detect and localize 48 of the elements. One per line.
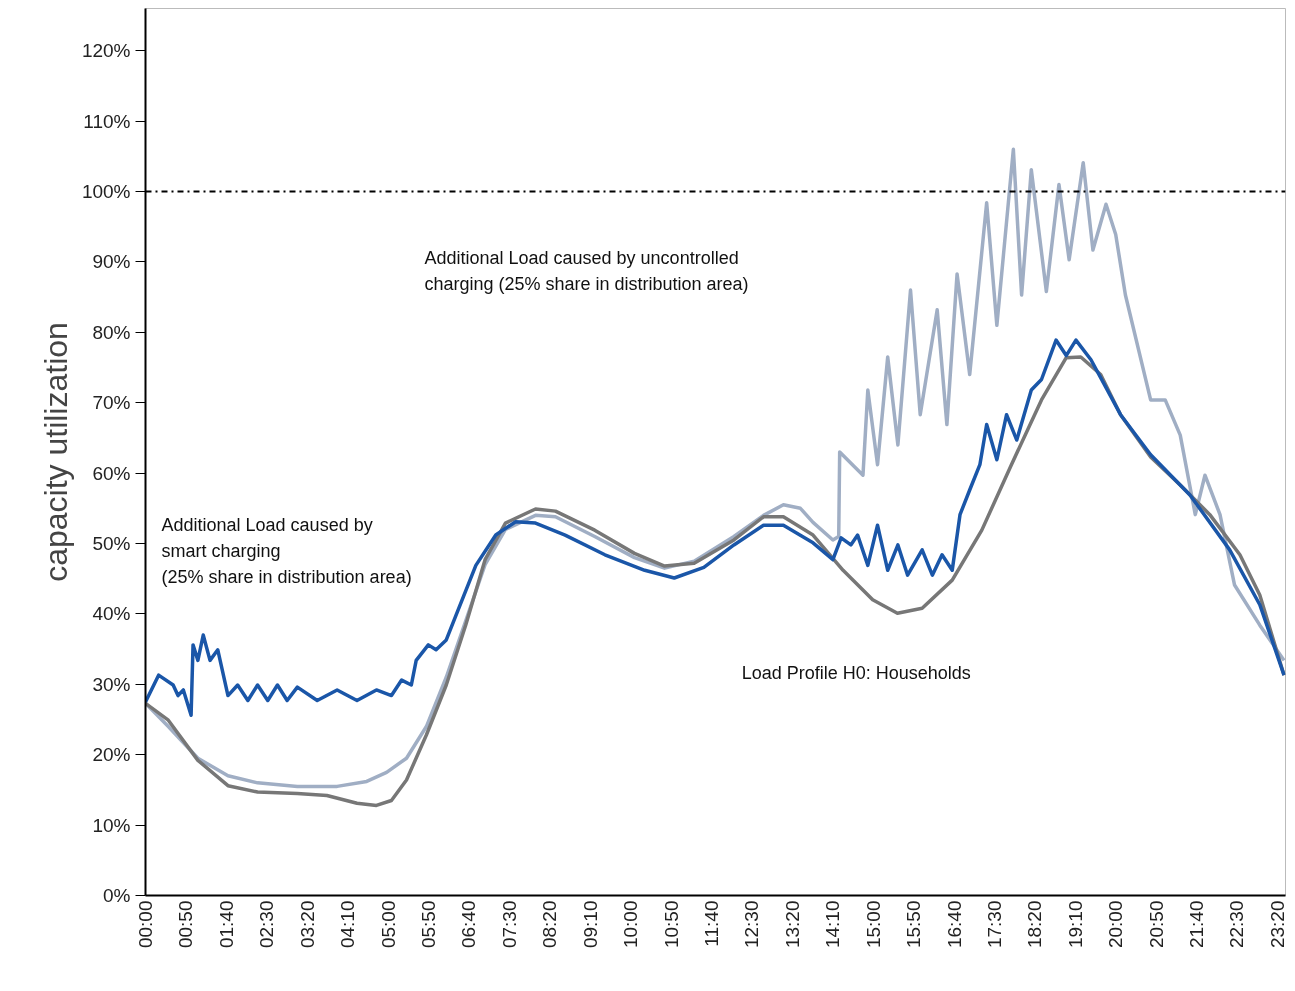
y-tick-label: 40% — [92, 603, 131, 625]
y-tick-label: 60% — [92, 462, 131, 484]
x-tick-label: 18:20 — [1024, 900, 1046, 949]
x-tick-label: 17:30 — [983, 900, 1005, 949]
x-tick-label: 20:00 — [1105, 900, 1127, 949]
x-tick-label: 06:40 — [458, 900, 480, 949]
x-tick-label: 10:00 — [620, 900, 642, 949]
x-tick-label: 00:00 — [135, 900, 156, 949]
x-tick-label: 22:30 — [1226, 900, 1248, 949]
y-axis-title: capacity utilization — [37, 322, 74, 582]
x-tick-label: 14:10 — [822, 900, 844, 949]
line-series — [145, 147, 1286, 789]
x-tick-label: 11:40 — [700, 900, 722, 947]
x-tick-label: 20:50 — [1145, 900, 1167, 949]
y-tick-label: 120% — [81, 40, 131, 62]
x-tick-label: 15:00 — [862, 900, 884, 949]
annotation: Load Profile H0: Households — [741, 663, 971, 684]
y-tick-label: 10% — [92, 814, 131, 836]
x-tick-label: 15:50 — [903, 900, 925, 949]
x-tick-label: 04:10 — [337, 900, 359, 949]
x-tick-label: 02:30 — [256, 900, 278, 949]
y-tick-label: 20% — [92, 744, 131, 766]
x-tick-label: 07:30 — [498, 900, 520, 949]
y-tick-label: 80% — [92, 321, 131, 343]
x-tick-label: 10:50 — [660, 900, 682, 949]
x-tick-label: 09:10 — [579, 900, 601, 949]
x-tick-label: 03:20 — [296, 900, 318, 949]
x-tick-label: 00:50 — [175, 900, 197, 949]
x-tick-label: 13:20 — [781, 900, 803, 949]
x-tick-label: 12:30 — [741, 900, 763, 949]
y-tick-label: 50% — [92, 533, 131, 555]
x-tick-label: 19:10 — [1064, 900, 1086, 949]
y-tick-label: 110% — [83, 110, 131, 132]
x-tick-label: 08:20 — [539, 900, 561, 949]
y-tick-label: 0% — [103, 885, 131, 906]
line-series — [145, 338, 1286, 718]
x-tick-label: 05:00 — [377, 900, 399, 949]
y-tick-label: 100% — [81, 181, 131, 203]
x-tick-label: 05:50 — [417, 900, 439, 949]
y-tick-label: 70% — [92, 392, 131, 414]
y-tick-label: 90% — [92, 251, 131, 273]
x-tick-label: 16:40 — [943, 900, 965, 949]
annotation: Additional Load caused by smart charging (25% share in distribution area) — [161, 515, 412, 588]
x-tick-label: 01:40 — [215, 900, 237, 949]
x-tick-label: 23:20 — [1266, 900, 1288, 949]
annotation: Additional Load caused by uncontrolled charging (25% share in distribution area) — [424, 247, 749, 294]
x-tick-label: 21:40 — [1186, 900, 1208, 949]
y-tick-label: 30% — [92, 673, 131, 695]
